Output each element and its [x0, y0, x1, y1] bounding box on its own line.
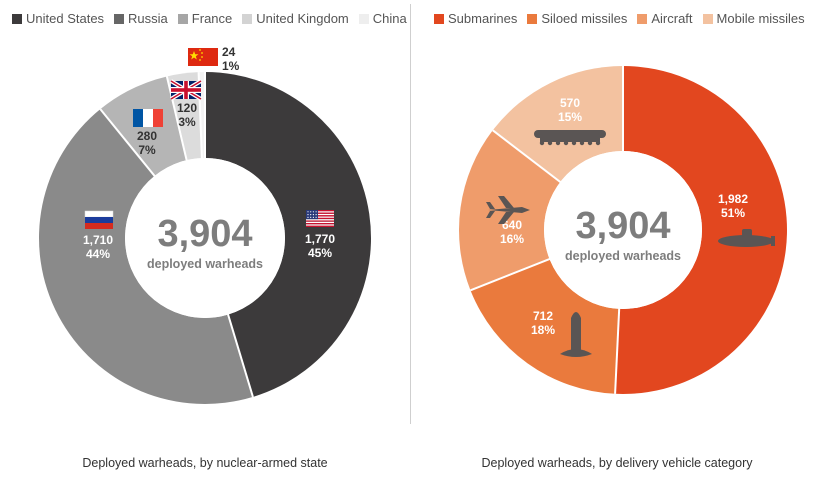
- slice-value-label: 280: [137, 129, 157, 143]
- legend-by-delivery: Submarines Siloed missiles Aircraft Mobile …: [434, 11, 805, 26]
- legend-label: China: [372, 11, 407, 26]
- slice-value-label: 1,710: [83, 233, 113, 247]
- legend-swatch: [114, 13, 125, 24]
- legend-swatch: [434, 13, 444, 24]
- legend-item-mobile-missiles: Mobile missiles: [702, 11, 805, 26]
- legend-label: Siloed missiles: [541, 11, 628, 26]
- center-label: deployed warheads: [147, 257, 263, 271]
- slice-percent-label: 16%: [500, 232, 524, 246]
- legend-label: Submarines: [448, 11, 518, 26]
- chart-panel-by-delivery: Submarines Siloed missiles Aircraft Mobile …: [412, 0, 822, 497]
- donut-slice-united-states: [205, 72, 372, 397]
- label-china: 241%: [222, 45, 240, 73]
- slice-percent-label: 3%: [178, 115, 196, 129]
- slice-value-label: 1,982: [718, 192, 748, 206]
- mobile-launcher-icon: [534, 130, 606, 146]
- france-flag-icon: [133, 109, 163, 127]
- center-label: deployed warheads: [565, 249, 681, 263]
- uk-flag-icon: [169, 79, 203, 101]
- legend-by-state: United States Russia France United Kingdom C…: [12, 11, 407, 26]
- slice-percent-label: 51%: [721, 206, 745, 220]
- legend-label: Russia: [128, 11, 168, 26]
- legend-item-france: France: [177, 11, 233, 26]
- submarine-icon: [718, 229, 775, 247]
- slice-value-label: 1,770: [305, 232, 335, 246]
- slice-value-label: 24: [222, 45, 236, 59]
- legend-item-aircraft: Aircraft: [637, 11, 693, 26]
- us-flag-icon: [306, 210, 334, 227]
- slice-percent-label: 45%: [308, 246, 332, 260]
- legend-swatch: [702, 13, 713, 24]
- legend-item-united-states: United States: [12, 11, 104, 26]
- siloed-missile-icon: [560, 312, 592, 357]
- slice-percent-label: 7%: [138, 143, 156, 157]
- legend-item-china: China: [358, 11, 407, 26]
- legend-item-submarines: Submarines: [434, 11, 517, 26]
- chart-caption-by-state: Deployed warheads, by nuclear-armed stat…: [82, 456, 328, 470]
- legend-item-siloed-missiles: Siloed missiles: [527, 11, 627, 26]
- legend-label: Mobile missiles: [716, 11, 805, 26]
- legend-swatch: [527, 13, 538, 24]
- slice-percent-label: 1%: [222, 59, 240, 73]
- slice-value-label: 712: [533, 309, 553, 323]
- aircraft-icon: [486, 196, 530, 224]
- slice-percent-label: 18%: [531, 323, 555, 337]
- slice-value-label: 570: [560, 96, 580, 110]
- legend-swatch: [637, 13, 648, 24]
- slice-value-label: 120: [177, 101, 197, 115]
- legend-swatch: [242, 13, 253, 24]
- legend-label: United States: [26, 11, 105, 26]
- legend-swatch: [177, 13, 188, 24]
- center-total: 3,904: [575, 205, 670, 247]
- donut-slice-aircraft: [459, 130, 623, 291]
- legend-item-russia: Russia: [114, 11, 168, 26]
- legend-label: United Kingdom: [256, 11, 349, 26]
- panel-divider: [410, 4, 411, 424]
- russia-flag-icon: [84, 210, 114, 229]
- slice-percent-label: 15%: [558, 110, 582, 124]
- donut-hole-cover: [544, 151, 702, 309]
- center-total: 3,904: [157, 213, 252, 255]
- legend-label: Aircraft: [651, 11, 693, 26]
- donut-hole-cover: [125, 158, 285, 318]
- chart-caption-by-delivery: Deployed warheads, by delivery vehicle c…: [481, 456, 753, 470]
- legend-label: France: [191, 11, 233, 26]
- slice-value-label: 640: [502, 218, 522, 232]
- china-flag-icon: [188, 48, 218, 66]
- slice-percent-label: 44%: [86, 247, 110, 261]
- legend-swatch: [12, 13, 22, 24]
- legend-swatch: [358, 13, 369, 24]
- legend-item-united-kingdom: United Kingdom: [242, 11, 349, 26]
- chart-panel-by-state: United States Russia France United Kingdom C…: [0, 0, 410, 497]
